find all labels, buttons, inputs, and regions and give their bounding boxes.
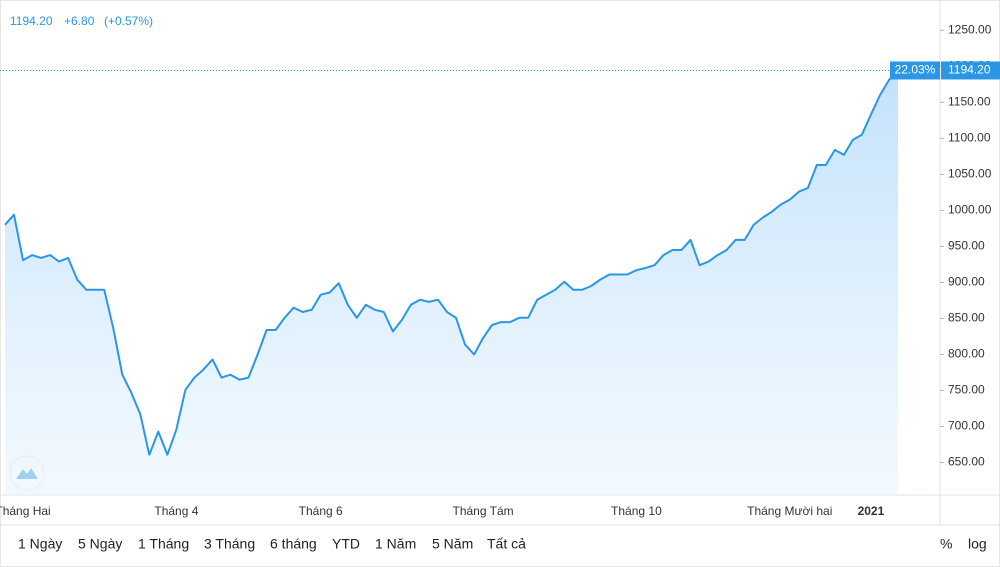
y-tick-label: 900.00 bbox=[948, 275, 985, 289]
last-price-label: 1194.20 bbox=[948, 63, 991, 77]
x-tick-label: Tháng 4 bbox=[154, 504, 198, 518]
change-badge-label: 22.03% bbox=[895, 63, 936, 77]
range-button[interactable]: 5 Ngày bbox=[78, 536, 122, 552]
range-button[interactable]: 1 Tháng bbox=[138, 536, 189, 552]
range-button[interactable]: 1 Năm bbox=[375, 536, 416, 552]
change-badge bbox=[890, 61, 940, 80]
y-tick-label: 1250.00 bbox=[948, 22, 992, 36]
x-tick-label: Tháng 10 bbox=[611, 504, 662, 518]
range-button[interactable]: 1 Ngày bbox=[18, 536, 62, 552]
y-tick-label: 1000.00 bbox=[948, 203, 992, 217]
scale-button[interactable]: % bbox=[940, 536, 952, 552]
x-tick-label: Tháng Hai bbox=[0, 504, 51, 518]
y-tick-label: 750.00 bbox=[948, 383, 985, 397]
y-tick-label: 850.00 bbox=[948, 311, 985, 325]
x-tick-label: Tháng Mười hai bbox=[747, 504, 832, 518]
scale-button[interactable]: log bbox=[968, 536, 987, 552]
y-tick-label: 950.00 bbox=[948, 239, 985, 253]
range-button[interactable]: 3 Tháng bbox=[204, 536, 255, 552]
y-tick-label: 1100.00 bbox=[948, 131, 991, 145]
last-price-badge bbox=[941, 61, 1000, 80]
x-tick-label: Tháng 6 bbox=[299, 504, 343, 518]
header-price: 1194.20 bbox=[10, 14, 53, 28]
area-fill bbox=[5, 70, 898, 495]
x-tick-label: 2021 bbox=[858, 504, 885, 518]
range-button[interactable]: 5 Năm bbox=[432, 536, 473, 552]
range-button[interactable]: YTD bbox=[332, 536, 360, 552]
header-change: +6.80 bbox=[64, 14, 95, 28]
price-line bbox=[4, 69, 899, 456]
y-tick-label: 1050.00 bbox=[948, 167, 992, 181]
range-button[interactable]: 6 tháng bbox=[270, 536, 317, 552]
header-change-pct: (+0.57%) bbox=[104, 14, 153, 28]
y-tick-label: 700.00 bbox=[948, 419, 985, 433]
y-tick-label: 800.00 bbox=[948, 347, 985, 361]
range-button[interactable]: Tất cả bbox=[487, 536, 526, 552]
x-tick-label: Tháng Tám bbox=[452, 504, 513, 518]
y-tick-label: 650.00 bbox=[948, 455, 985, 469]
y-tick-label: 1150.00 bbox=[948, 94, 991, 108]
